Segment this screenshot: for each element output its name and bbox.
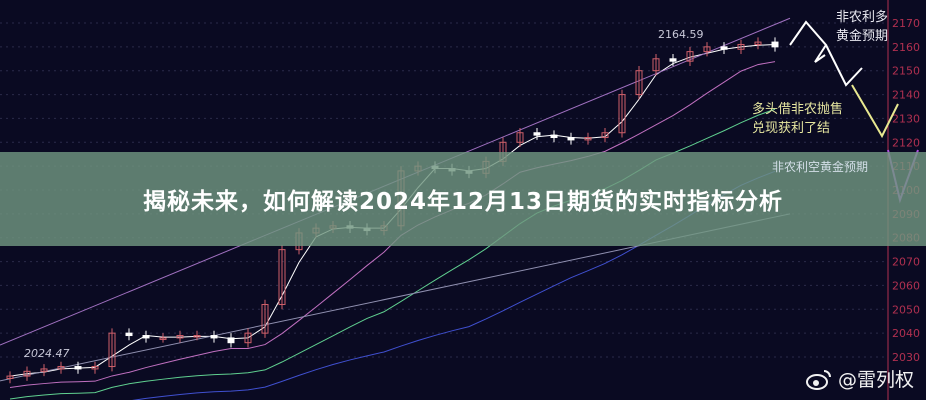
candle [686,51,694,62]
candle [57,366,65,370]
candle [533,132,541,136]
annotation-line: 多头借非农抛售 [752,102,844,117]
candle [703,46,711,53]
annotation-line: 兑现获利了结 [752,121,831,136]
y-tick-label: 2050 [892,303,920,316]
candle [635,70,643,96]
forecast-arrow [825,44,863,87]
candle [720,46,728,50]
y-tick-label: 2040 [892,327,920,340]
candle [652,58,660,72]
weibo-icon [805,369,831,390]
candle [601,132,609,139]
candle [618,94,626,134]
candle [159,337,167,340]
watermark: @雷列权 [805,365,914,392]
annotation-line: 非农利多 [836,10,889,25]
annotation-bullish: 非农利多 黄金预期 [836,8,888,46]
candle [210,335,218,339]
candle [6,375,14,379]
y-tick-label: 2150 [892,65,920,78]
candle [771,41,779,48]
low-price-label: 2024.47 [24,347,70,360]
candle [91,366,99,370]
annotation-bearish: 非农利空黄金预期 [772,160,869,174]
candle [737,43,745,50]
candle [754,41,762,45]
candle [669,58,677,62]
candle [567,137,575,141]
forecast-arrow [789,20,828,63]
candle [516,132,524,143]
candle [23,370,31,377]
candle [261,304,269,334]
y-tick-label: 2030 [892,351,920,364]
candle [125,332,133,337]
candle [40,368,48,372]
y-tick-label: 2060 [892,279,920,292]
page-title: 揭秘未来，如何解读2024年12月13日期货的实时指标分析 [142,189,784,215]
candle [550,134,558,139]
candle [193,335,201,338]
candle [244,332,252,344]
candle [227,337,235,344]
watermark-text: @雷列权 [837,369,914,391]
high-price-label: 2164.59 [658,28,704,41]
forecast-arrow [851,84,899,139]
candle [278,249,286,306]
y-tick-label: 2170 [892,17,920,30]
y-tick-label: 2160 [892,41,920,54]
annotation-profit-taking: 多头借非农抛售 兑现获利了结 [752,100,843,138]
y-tick-label: 2120 [892,136,920,149]
y-tick-label: 2140 [892,89,920,102]
candle [176,335,184,339]
y-tick-label: 2130 [892,112,920,125]
annotation-line: 黄金预期 [836,29,889,44]
candle [142,335,150,339]
title-banner: 揭秘未来，如何解读2024年12月13日期货的实时指标分析 [0,152,926,246]
candle [108,332,116,368]
candle [74,366,82,370]
candle [584,137,592,141]
y-tick-label: 2070 [892,256,920,269]
